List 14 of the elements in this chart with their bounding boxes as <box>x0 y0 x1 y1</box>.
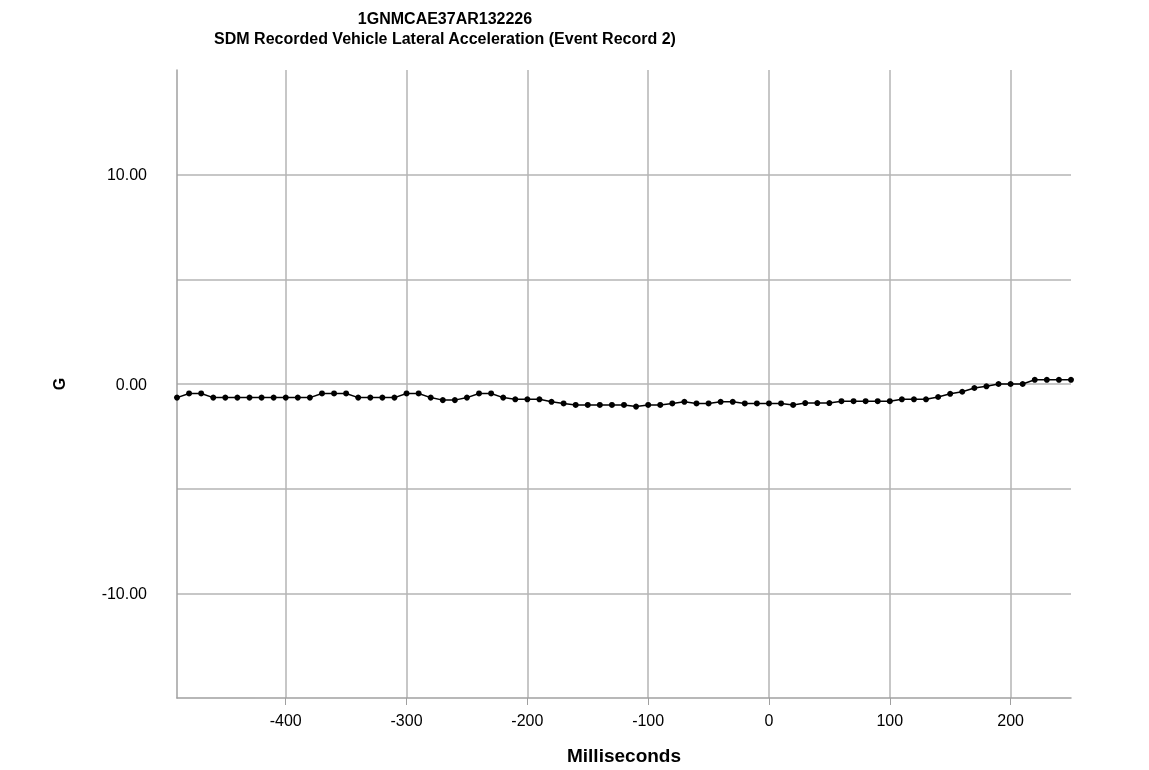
y-tick-label: 10.00 <box>106 166 148 184</box>
x-axis-title: Milliseconds <box>566 745 682 766</box>
chart-subtitle: SDM Recorded Vehicle Lateral Acceleration (Event Record 2) <box>214 29 676 47</box>
x-tick-label: -300 <box>390 711 423 729</box>
x-tick-label: 200 <box>997 711 1025 729</box>
x-tick-label: -100 <box>632 711 665 729</box>
y-tick-label: -10.00 <box>101 584 148 602</box>
chart-title: 1GNMCAE37AR132226 <box>357 9 533 27</box>
x-tick-label: -400 <box>269 711 302 729</box>
y-tick-label: 0.00 <box>115 375 148 393</box>
x-tick-label: -200 <box>511 711 544 729</box>
x-tick-label: 100 <box>876 711 904 729</box>
y-axis-title: G <box>50 377 68 391</box>
x-tick-label: 0 <box>764 711 774 729</box>
